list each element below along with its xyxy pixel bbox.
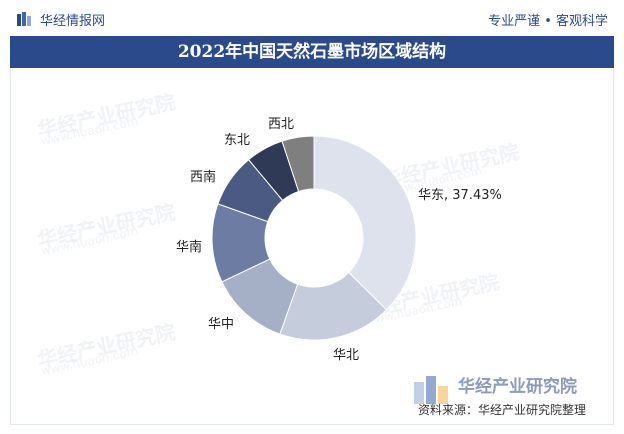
logo-icon (17, 12, 31, 26)
slogan: 专业严谨 • 客观科学 (488, 14, 608, 29)
slice-7 (281, 135, 315, 193)
slice-label-3: 华中 (208, 317, 234, 332)
slice-label-6: 东北 (224, 133, 250, 148)
slice-1 (313, 135, 417, 311)
slice-label-5: 西南 (190, 169, 216, 185)
header: 华经情报网 专业严谨 • 客观科学 (0, 0, 624, 36)
source-logo-icon (414, 376, 448, 404)
chart-frame (10, 68, 614, 425)
logo-label: 华经情报网 (40, 14, 106, 29)
slice-label-4: 华南 (176, 239, 202, 255)
slice-label-7: 西北 (268, 117, 294, 132)
source-text: 资料来源：华经产业研究院整理 (418, 403, 587, 417)
slice-label-2: 华北 (333, 348, 359, 363)
slice-label-1: 华东, 37.43% (418, 188, 502, 203)
chart-title: 2022年中国天然石墨市场区域结构 (10, 36, 614, 68)
source-brand: 华经产业研究院 (458, 377, 577, 397)
